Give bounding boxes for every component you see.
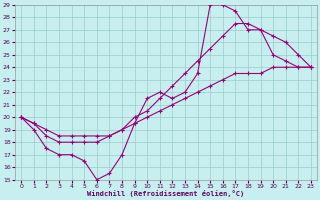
X-axis label: Windchill (Refroidissement éolien,°C): Windchill (Refroidissement éolien,°C) xyxy=(87,190,245,197)
